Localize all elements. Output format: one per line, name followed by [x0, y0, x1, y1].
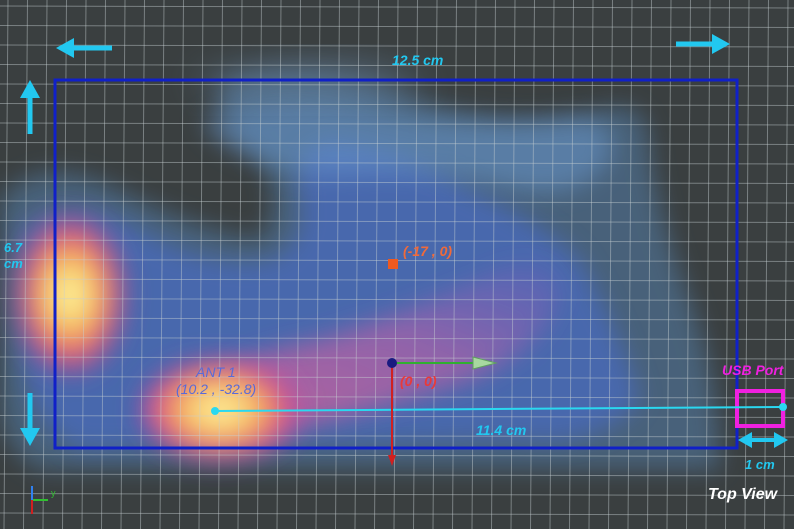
arrow-right-icon: [676, 34, 730, 54]
grid-line-vertical: [3, 0, 9, 529]
board-outline: [53, 78, 739, 450]
grid-line-vertical: [237, 0, 243, 529]
grid-line-horizontal: [0, 103, 794, 106]
grid-line-vertical: [101, 0, 106, 529]
grid-line-horizontal: [0, 337, 794, 340]
grid-line-horizontal: [0, 200, 794, 204]
grid-line-vertical: [783, 0, 789, 529]
grid-line-horizontal: [0, 415, 794, 418]
grid-line-vertical: [198, 0, 204, 529]
origin-label: (0 , 0): [400, 373, 437, 389]
grid-line-vertical: [744, 0, 750, 529]
grid-line-horizontal: [0, 64, 794, 67]
antenna-name: ANT 1: [196, 364, 236, 380]
grid-line-vertical: [374, 0, 379, 529]
grid-line-vertical: [335, 0, 340, 529]
grid-line-horizontal: [0, 83, 794, 87]
grid-line-vertical: [62, 0, 67, 529]
arrow-down-icon: [20, 393, 40, 446]
axis-y-label: y: [51, 488, 56, 498]
grid-line-vertical: [159, 0, 165, 529]
heatmap: [0, 57, 720, 470]
height-label-unit: cm: [4, 256, 23, 271]
grid-line-vertical: [725, 0, 730, 529]
grid-line-horizontal: [0, 44, 794, 48]
origin-gizmo: [387, 356, 498, 466]
grid-line-horizontal: [0, 239, 794, 243]
grid-line-vertical: [510, 0, 516, 529]
grid-line-horizontal: [0, 434, 794, 438]
grid-line-vertical: [471, 0, 477, 529]
grid-line-vertical: [179, 0, 184, 529]
grid-line-vertical: [42, 0, 48, 529]
distance-line: [214, 406, 784, 412]
grid-line-horizontal: [0, 376, 794, 379]
width-label: 12.5 cm: [392, 52, 444, 68]
point-label: (-17 , 0): [403, 243, 453, 259]
grid-line-vertical: [218, 0, 223, 529]
grid-line-vertical: [705, 0, 711, 529]
grid-line-horizontal: [0, 181, 794, 184]
grid-line-vertical: [257, 0, 262, 529]
grid-line-vertical: [627, 0, 633, 529]
usb-point: [779, 403, 787, 411]
grid-line-horizontal: [0, 317, 794, 321]
grid-line-vertical: [276, 0, 282, 529]
grid-line-vertical: [686, 0, 691, 529]
grid-line-horizontal: [0, 278, 794, 282]
view-label: Top View: [708, 486, 778, 503]
grid-line-vertical: [549, 0, 555, 529]
antenna-point: [211, 407, 219, 415]
port-width-label: 1 cm: [745, 457, 775, 472]
grid-line-vertical: [432, 0, 438, 529]
grid-line-vertical: [608, 0, 613, 529]
grid-line-horizontal: [0, 122, 794, 126]
grid-line-vertical: [666, 0, 672, 529]
grid-line-vertical: [452, 0, 457, 529]
arrow-left-icon: [56, 38, 112, 58]
grid-line-vertical: [315, 0, 321, 529]
arrow-up-icon: [20, 80, 40, 134]
usb-port-label: USB Port: [722, 362, 784, 378]
grid-line-horizontal: [0, 395, 794, 399]
double-arrow-icon: [738, 432, 788, 448]
grid-line-vertical: [81, 0, 87, 529]
grid-line-horizontal: [0, 298, 794, 301]
grid-line-vertical: [120, 0, 126, 529]
grid-line-horizontal: [0, 493, 794, 496]
grid-line-horizontal: [0, 512, 794, 516]
grid-line-horizontal: [0, 220, 794, 223]
grid-line-vertical: [140, 0, 145, 529]
grid-line-horizontal: [0, 356, 794, 360]
height-label: 6.7 cm: [4, 240, 23, 272]
grid-line-vertical: [588, 0, 594, 529]
grid-line-vertical: [530, 0, 535, 529]
height-label-value: 6.7: [4, 240, 23, 255]
axis-gizmo-icon: [31, 486, 48, 514]
distance-label: 11.4 cm: [476, 422, 527, 438]
grid-line-vertical: [764, 0, 769, 529]
grid-line-horizontal: [0, 25, 794, 28]
grid-line-horizontal: [0, 473, 794, 477]
grid-line-vertical: [413, 0, 418, 529]
grid-line-vertical: [647, 0, 652, 529]
usb-port-box: [735, 389, 785, 428]
antenna-coords: (10.2 , -32.8): [176, 381, 257, 397]
point-marker: [388, 259, 398, 269]
grid-line-vertical: [354, 0, 360, 529]
grid-line-horizontal: [0, 454, 794, 457]
grid-line-horizontal: [0, 142, 794, 145]
grid-line-vertical: [491, 0, 496, 529]
grid-line-horizontal: [0, 5, 794, 9]
grid-line-vertical: [569, 0, 574, 529]
grid-line-horizontal: [0, 161, 794, 165]
grid-line-vertical: [296, 0, 301, 529]
